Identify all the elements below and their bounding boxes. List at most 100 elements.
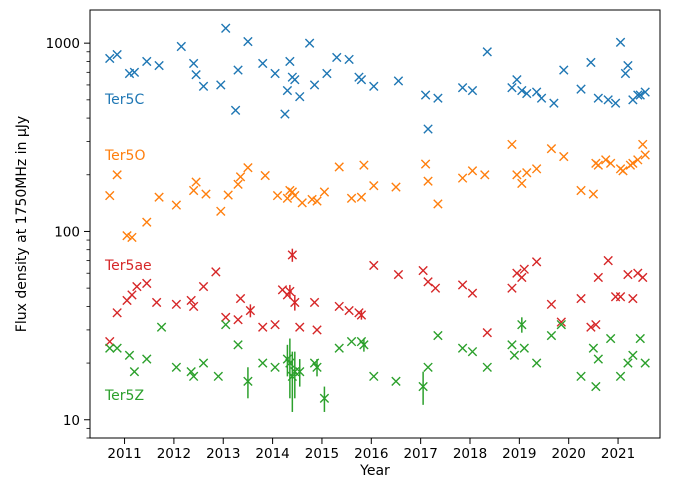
data-point [420,159,431,169]
data-point [319,187,330,197]
y-axis-label: Flux density at 1750MHz in μJy [14,116,30,332]
data-point [188,371,199,382]
data-point [623,269,633,280]
data-point [142,278,152,289]
data-point [457,83,468,93]
data-point [522,88,532,99]
data-point [593,93,604,103]
data-point [176,41,186,52]
data-point [154,60,164,71]
y-tick-label: 100 [54,224,80,240]
data-point [635,333,645,344]
x-tick-label: 2018 [453,446,487,462]
data-point [576,371,586,382]
data-point [635,90,645,100]
data-point [213,371,224,382]
series-ter5ae [105,248,648,347]
y-axis: 10 100 1000 [46,36,90,439]
data-point [369,371,379,382]
data-point [191,70,201,80]
data-point [591,381,601,392]
data-point [457,343,468,353]
data-point [549,98,559,108]
data-point [282,193,293,203]
data-point [420,90,431,100]
data-point [156,322,167,332]
data-point [188,185,199,196]
data-point [457,280,468,290]
x-tick-label: 2020 [552,446,586,462]
data-point [151,297,162,308]
x-axis-label: Year [359,463,390,479]
data-point [423,176,433,186]
data-point [112,170,122,180]
data-point [482,47,492,57]
data-point [312,325,322,335]
data-point [188,301,199,312]
x-tick-label: 2013 [206,446,240,462]
data-point [531,87,542,97]
data-point [640,358,650,368]
data-point [559,151,569,162]
data-point [509,350,520,360]
data-point [507,340,517,350]
data-point [556,319,566,330]
data-point [640,87,650,97]
data-point [391,182,401,192]
data-point [620,68,631,79]
data-point [346,193,357,203]
data-point [615,371,626,382]
data-point [576,84,586,94]
data-point [482,327,492,338]
data-point [230,105,241,115]
data-point [507,83,517,93]
data-point [258,322,268,332]
data-point [171,299,182,310]
data-point [285,286,295,297]
data-point [198,281,209,292]
data-point [198,81,209,92]
plot-area [105,23,650,412]
data-point [344,54,354,65]
data-point [369,81,379,92]
data-point [517,272,527,283]
data-point [282,85,293,96]
data-point [556,317,566,327]
data-point [423,362,433,372]
x-axis: 2011 2012 2013 2014 2015 2016 2017 2018 2019 2020… [107,438,635,462]
data-point [601,155,611,165]
data-point [418,265,428,276]
data-point [235,172,246,182]
data-point [517,85,527,96]
y-tick-label: 1000 [46,36,80,52]
data-point [346,336,357,347]
data-point [122,230,132,241]
data-point [512,74,522,85]
data-point [319,393,330,403]
data-point [546,330,557,341]
data-point [127,290,137,300]
data-point [430,283,441,293]
series-label-ter5z: Ter5Z [104,388,144,404]
data-point [307,194,317,205]
data-point [221,319,231,330]
x-tick-label: 2012 [157,446,191,462]
data-point [221,23,231,33]
data-point [334,162,344,172]
data-point [603,95,613,105]
data-point [517,178,527,189]
data-point [304,38,315,48]
x-tick-label: 2015 [305,446,339,462]
x-tick-label: 2019 [502,446,536,462]
data-point [233,314,243,325]
data-point [576,185,586,196]
data-point [615,292,626,302]
data-point [507,283,517,293]
data-point [290,74,300,85]
data-point [243,36,253,47]
data-point [393,76,404,86]
data-point [334,301,344,312]
data-point [280,109,290,119]
data-point [586,57,596,68]
